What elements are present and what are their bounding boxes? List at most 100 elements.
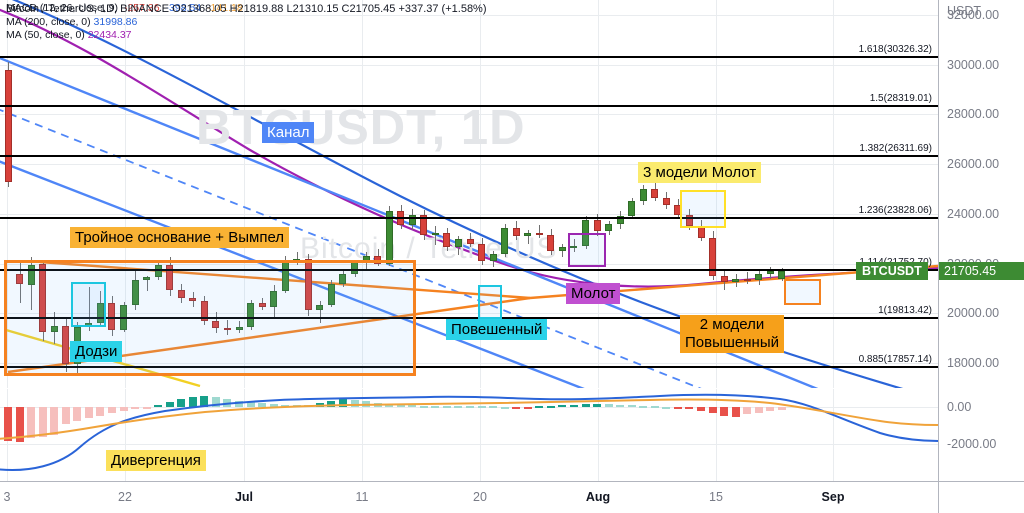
candle-body xyxy=(454,238,462,248)
macd-title: MACD (12, 26, close, 9) xyxy=(6,2,119,14)
grid-line-horizontal xyxy=(0,64,938,66)
macd-value-1: -257.36 xyxy=(123,2,160,14)
candle-body xyxy=(547,235,555,252)
macd-histogram-bar xyxy=(84,407,93,419)
annotation-troynoe[interactable]: Тройное основание + Вымпел xyxy=(70,227,290,248)
annotation-tri-molot[interactable]: 3 модели Молот xyxy=(638,162,762,183)
macd-histogram-bar xyxy=(362,401,371,407)
box-hammer[interactable] xyxy=(568,233,606,267)
price-axis-label: 32000.00 xyxy=(947,7,1000,22)
macd-legend: MACD (12, 26, close, 9) -257.36 -398.54 … xyxy=(6,2,243,14)
box-triple-bottom[interactable] xyxy=(4,260,416,376)
candle-body xyxy=(732,278,740,283)
candle-body xyxy=(478,243,486,262)
macd-histogram-bar xyxy=(731,407,740,417)
macd-histogram-bar xyxy=(177,399,186,407)
macd-histogram-bar xyxy=(662,406,671,409)
macd-histogram-bar xyxy=(96,407,105,416)
candle-body xyxy=(4,69,12,182)
candle-body xyxy=(385,211,393,264)
macd-histogram-bar xyxy=(454,406,463,409)
time-axis-label: 3 xyxy=(3,490,11,504)
macd-histogram-bar xyxy=(269,404,278,407)
annotation-poveshennyy[interactable]: Повешенный xyxy=(446,319,548,340)
grid-line-vertical xyxy=(716,389,717,481)
grid-line-vertical xyxy=(480,389,481,481)
grid-line-vertical xyxy=(833,0,834,388)
macd-histogram-bar xyxy=(4,407,12,442)
macd-histogram-bar xyxy=(373,402,382,407)
candle-body xyxy=(720,276,728,283)
box-three-hammers[interactable] xyxy=(680,190,726,228)
macd-histogram-bar xyxy=(697,407,705,411)
macd-axis-label: -2000.00 xyxy=(947,437,997,451)
candle-body xyxy=(593,220,601,232)
macd-histogram-bar xyxy=(188,396,197,407)
annotation-dve-modeli[interactable]: 2 модели Повышенный xyxy=(680,315,784,353)
time-axis-label: 11 xyxy=(355,490,369,504)
macd-histogram-bar xyxy=(61,407,70,424)
macd-value-2: -398.54 xyxy=(165,2,202,14)
macd-histogram-bar xyxy=(685,407,694,410)
grid-line-vertical xyxy=(598,0,599,388)
time-axis-label: 15 xyxy=(709,490,723,504)
macd-histogram-bar xyxy=(27,407,36,439)
candle-wick xyxy=(435,226,437,245)
box-doji[interactable] xyxy=(71,282,106,327)
macd-histogram-bar xyxy=(385,403,394,407)
macd-histogram-bar xyxy=(200,395,209,407)
macd-histogram-bar xyxy=(304,405,313,408)
grid-line-vertical xyxy=(833,389,834,481)
candle-body xyxy=(651,189,659,198)
candle-wick xyxy=(539,225,541,238)
macd-histogram-bar xyxy=(466,406,474,409)
macd-histogram-bar xyxy=(477,406,486,409)
macd-histogram-bar xyxy=(258,403,267,407)
box-hanging-man[interactable] xyxy=(478,285,502,319)
macd-histogram-bar xyxy=(743,407,752,415)
macd-histogram-bar xyxy=(523,407,532,409)
macd-histogram-bar xyxy=(616,404,625,407)
price-axis[interactable]: USDT 32000.00 30000.00 28000.00 26000.00 240… xyxy=(938,0,1024,481)
macd-value-3: -141.18 xyxy=(207,2,243,14)
macd-histogram-bar xyxy=(766,407,775,412)
time-axis-label: 22 xyxy=(118,490,132,504)
annotation-dodzi[interactable]: Додзи xyxy=(70,341,123,362)
price-axis-label: 20000.00 xyxy=(947,306,1000,321)
candle-body xyxy=(628,201,636,217)
macd-histogram-bar xyxy=(512,407,521,409)
candle-body xyxy=(431,232,439,236)
macd-histogram-bar xyxy=(281,404,290,407)
time-axis[interactable]: 3 22 Jul 11 20 Aug 15 Sep xyxy=(0,481,1024,513)
macd-histogram-bar xyxy=(754,407,763,413)
fib-level-line xyxy=(0,217,938,220)
grid-line-vertical xyxy=(244,389,245,481)
candle-body xyxy=(558,247,566,252)
macd-histogram-bar xyxy=(235,400,243,407)
candle-body xyxy=(766,271,774,274)
grid-line-horizontal xyxy=(0,164,938,166)
macd-histogram-bar xyxy=(489,406,498,409)
macd-histogram-bar xyxy=(327,400,336,407)
macd-histogram-bar xyxy=(315,402,324,407)
annotation-molot[interactable]: Молот xyxy=(566,283,621,304)
macd-histogram-bar xyxy=(15,407,24,442)
candle-body xyxy=(489,253,497,262)
symbol-price-badge: BTCUSDT xyxy=(856,261,928,280)
candle-body xyxy=(524,232,532,237)
annotation-kanal[interactable]: Канал xyxy=(262,122,315,143)
macd-histogram-bar xyxy=(431,405,440,408)
macd-histogram-bar xyxy=(604,404,613,407)
fib-level-label: 0.885(17857.14) xyxy=(858,353,932,365)
macd-histogram-bar xyxy=(708,407,717,413)
last-price-badge: 21705.45 xyxy=(939,261,1024,280)
fib-level-label: 1.5(28319.01) xyxy=(869,93,932,105)
macd-histogram-bar xyxy=(593,404,602,407)
macd-histogram-bar xyxy=(581,404,590,407)
grid-line-horizontal xyxy=(0,444,938,445)
macd-histogram-bar xyxy=(396,404,405,407)
grid-line-horizontal xyxy=(0,213,938,215)
annotation-divergence[interactable]: Дивергенция xyxy=(106,450,206,471)
box-two-models[interactable] xyxy=(784,279,821,305)
